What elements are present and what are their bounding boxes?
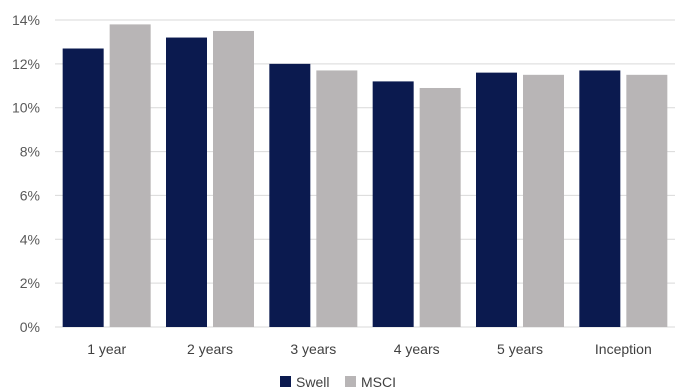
y-tick-label: 6%	[20, 187, 40, 203]
gridlines	[55, 19, 675, 328]
legend-swatch-swell	[280, 376, 291, 387]
bar-msci-4-years	[419, 87, 461, 327]
y-tick-label: 4%	[20, 231, 40, 247]
x-tick-label: 4 years	[394, 341, 440, 357]
legend-label-swell: Swell	[296, 374, 329, 390]
bar-msci-1-year	[109, 24, 151, 328]
bar-msci-2-years	[213, 30, 254, 327]
bar-msci-inception	[626, 74, 668, 327]
x-tick-label: 5 years	[497, 341, 543, 357]
bar-swell-2-years	[166, 37, 207, 328]
x-axis-ticks: 1 year 2 years 3 years 4 years 5 years Incept…	[87, 341, 652, 357]
y-tick-label: 10%	[12, 100, 40, 116]
x-tick-label: 2 years	[187, 341, 233, 357]
y-tick-label: 14%	[12, 12, 40, 28]
bars	[62, 24, 668, 328]
legend: Swell MSCI	[280, 374, 396, 390]
bar-msci-5-years	[523, 74, 564, 327]
y-tick-label: 2%	[20, 275, 40, 291]
legend-label-msci: MSCI	[361, 374, 396, 390]
y-tick-label: 8%	[20, 144, 40, 160]
y-axis-ticks: 0% 2% 4% 6% 8% 10% 12% 14%	[12, 12, 40, 335]
y-tick-label: 12%	[12, 56, 40, 72]
x-tick-label: Inception	[595, 341, 652, 357]
bar-swell-1-year	[62, 48, 104, 327]
bar-msci-3-years	[316, 70, 358, 327]
legend-swatch-msci	[345, 376, 356, 387]
bar-swell-5-years	[476, 72, 517, 327]
x-tick-label: 1 year	[87, 341, 126, 357]
bar-swell-3-years	[269, 63, 311, 327]
x-tick-label: 3 years	[290, 341, 336, 357]
bar-swell-4-years	[372, 81, 414, 328]
bar-swell-inception	[579, 70, 621, 327]
y-tick-label: 0%	[20, 319, 40, 335]
